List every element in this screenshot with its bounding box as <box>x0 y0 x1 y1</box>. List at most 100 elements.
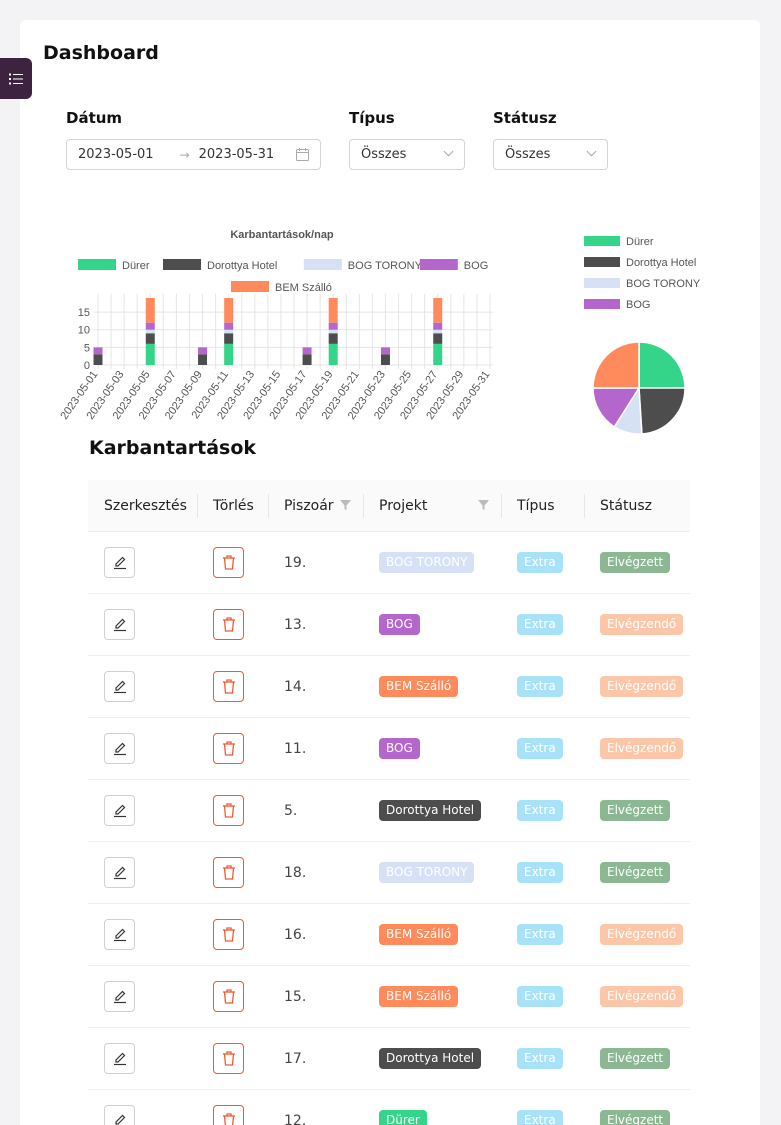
column-header-urinal[interactable]: Piszoár <box>284 498 334 514</box>
edit-button[interactable] <box>104 671 135 702</box>
delete-button[interactable] <box>213 1043 244 1074</box>
table-row: 16. BEM Szálló Extra Elvégzendő <box>88 904 690 966</box>
column-header-project[interactable]: Projekt <box>379 498 428 514</box>
edit-button[interactable] <box>104 609 135 640</box>
legend-label: Dorottya Hotel <box>626 257 696 269</box>
edit-button[interactable] <box>104 919 135 950</box>
legend-swatch <box>231 281 269 292</box>
date-from-input[interactable]: 2023-05-01 <box>78 147 154 162</box>
pie-slice <box>638 387 686 435</box>
legend-swatch <box>584 299 620 309</box>
type-tag: Extra <box>517 614 563 635</box>
bar-segment <box>328 333 338 344</box>
legend-label: BOG <box>464 260 488 272</box>
trash-icon <box>222 989 235 1004</box>
project-tag: Dorottya Hotel <box>379 1048 482 1069</box>
project-tag: BEM Szálló <box>379 986 459 1007</box>
project-tag: BOG TORONY <box>379 862 475 883</box>
edit-button[interactable] <box>104 981 135 1012</box>
filter-icon[interactable] <box>340 500 351 511</box>
edit-button[interactable] <box>104 1105 135 1125</box>
legend-label: BOG <box>626 299 650 311</box>
type-filter-label: Típus <box>349 109 395 127</box>
status-tag: Elvégzett <box>600 800 671 821</box>
edit-button[interactable] <box>104 733 135 764</box>
project-tag: BOG TORONY <box>379 552 475 573</box>
bar-segment <box>328 329 338 334</box>
delete-button[interactable] <box>213 981 244 1012</box>
legend-label: Dorottya Hotel <box>207 260 277 272</box>
project-tag: BEM Szálló <box>379 924 459 945</box>
status-tag: Elvégzett <box>600 552 671 573</box>
project-tag: BOG <box>379 614 420 635</box>
status-select-value: Összes <box>505 147 551 162</box>
delete-button[interactable] <box>213 609 244 640</box>
delete-button[interactable] <box>213 1105 244 1125</box>
type-tag: Extra <box>517 1048 563 1069</box>
edit-icon <box>113 804 126 817</box>
urinal-number: 13. <box>284 617 307 633</box>
legend-swatch <box>78 259 116 270</box>
date-range-picker[interactable]: 2023-05-01 → 2023-05-31 <box>66 139 321 170</box>
urinal-number: 17. <box>284 1051 307 1067</box>
project-tag: Dorottya Hotel <box>379 800 482 821</box>
edit-button[interactable] <box>104 795 135 826</box>
legend-label: Dürer <box>626 236 654 248</box>
bar-segment <box>93 347 103 355</box>
table-row: 5. Dorottya Hotel Extra Elvégzett <box>88 780 690 842</box>
delete-button[interactable] <box>213 671 244 702</box>
legend-label: BEM Szálló <box>275 282 332 294</box>
edit-button[interactable] <box>104 547 135 578</box>
delete-button[interactable] <box>213 857 244 888</box>
type-tag: Extra <box>517 738 563 759</box>
menu-toggle-button[interactable] <box>0 58 32 99</box>
y-tick-label: 5 <box>84 342 90 354</box>
edit-icon <box>113 618 126 631</box>
column-header-type: Típus <box>517 498 555 514</box>
delete-button[interactable] <box>213 547 244 578</box>
trash-icon <box>222 617 235 632</box>
bar-segment <box>145 329 155 334</box>
bar-segment <box>224 333 234 344</box>
urinal-number: 11. <box>284 741 307 757</box>
table-row: 13. BOG Extra Elvégzendő <box>88 594 690 656</box>
table-row: 19. BOG TORONY Extra Elvégzett <box>88 532 690 594</box>
edit-icon <box>113 556 126 569</box>
status-select[interactable]: Összes <box>493 139 608 170</box>
type-select[interactable]: Összes <box>349 139 465 170</box>
column-header-delete: Törlés <box>213 498 254 514</box>
column-divider <box>197 494 198 518</box>
project-tag: BOG <box>379 738 420 759</box>
y-tick-label: 0 <box>84 360 90 372</box>
bar-segment <box>302 354 312 365</box>
pie-slice <box>592 387 641 428</box>
column-divider <box>584 494 585 518</box>
legend-swatch <box>584 278 620 288</box>
legend-swatch <box>419 259 458 270</box>
date-to-input[interactable]: 2023-05-31 <box>198 147 275 162</box>
delete-button[interactable] <box>213 795 244 826</box>
edit-button[interactable] <box>104 857 135 888</box>
type-select-value: Összes <box>361 147 407 162</box>
table-row: 11. BOG Extra Elvégzendő <box>88 718 690 780</box>
bar-segment <box>145 322 155 330</box>
filter-icon[interactable] <box>478 500 489 511</box>
edit-icon <box>114 1114 125 1125</box>
legend-swatch <box>584 236 620 246</box>
bar-segment <box>224 298 234 323</box>
date-range-arrow: → <box>179 147 190 162</box>
y-tick-label: 15 <box>78 307 90 319</box>
status-tag: Elvégzendő <box>600 924 684 945</box>
edit-icon <box>113 866 126 879</box>
type-tag: Extra <box>517 924 563 945</box>
bar-segment <box>433 322 443 330</box>
trash-icon <box>222 865 235 880</box>
column-divider <box>501 494 502 518</box>
status-tag: Elvégzett <box>600 1048 671 1069</box>
delete-button[interactable] <box>213 733 244 764</box>
delete-button[interactable] <box>213 919 244 950</box>
legend-swatch <box>303 259 342 270</box>
calendar-icon <box>296 148 309 161</box>
urinal-number: 15. <box>284 989 307 1005</box>
edit-button[interactable] <box>104 1043 135 1074</box>
